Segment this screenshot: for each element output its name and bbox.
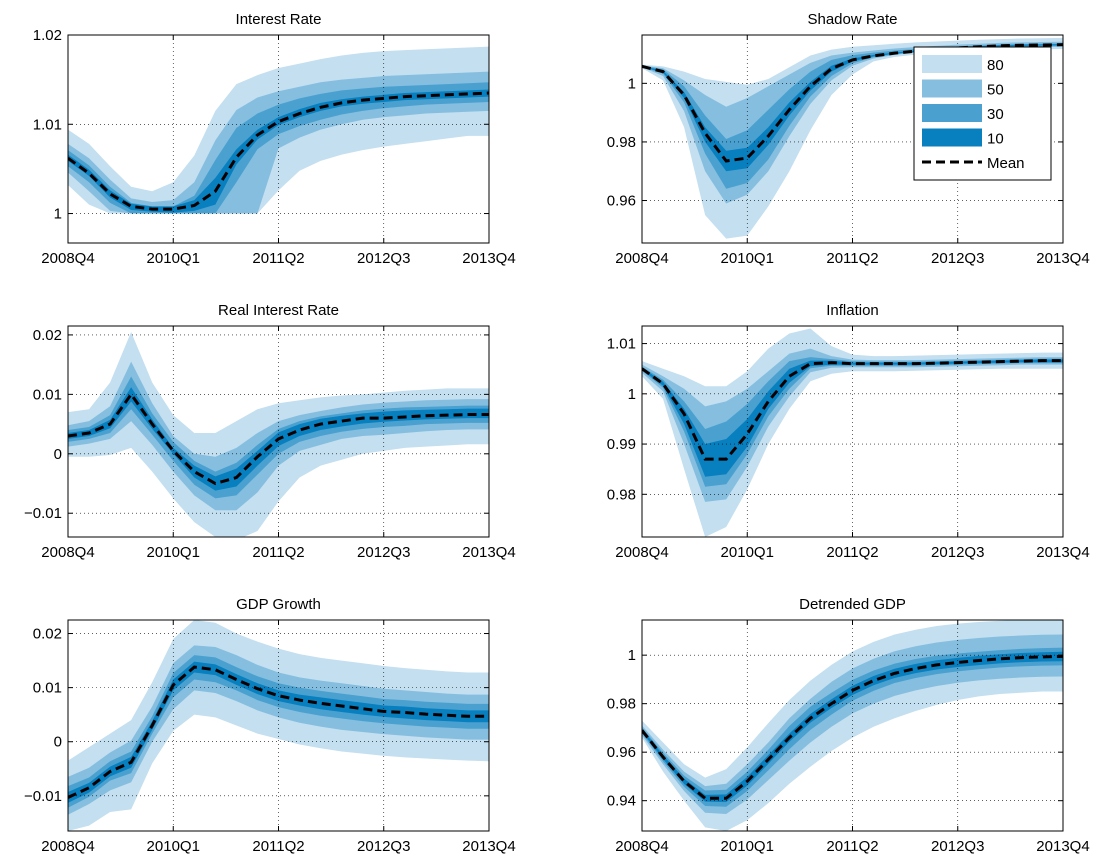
band-50 [642,634,1063,815]
chart-title: Interest Rate [236,11,322,28]
x-tick-label: 2012Q3 [357,250,410,267]
legend-label: 80 [987,57,1004,74]
chart-title: GDP Growth [236,596,321,613]
x-tick-label: 2013Q4 [1036,544,1089,561]
legend-swatch-10 [922,128,982,147]
x-tick-label: 2010Q1 [147,544,200,561]
y-tick-label: 0.99 [607,436,636,453]
y-tick-label: 1.02 [33,27,62,44]
x-tick-label: 2008Q4 [41,250,94,267]
grid [68,34,489,243]
mean-line [642,359,1063,461]
band-30 [642,357,1063,487]
x-tick-label: 2012Q3 [931,544,984,561]
y-tick-label: 0.98 [607,696,636,713]
legend-swatch-50 [922,79,982,98]
x-tick-label: 2012Q3 [357,544,410,561]
y-tick-label: 0.96 [607,744,636,761]
mean-line [68,665,489,799]
mean-line [642,43,1063,163]
x-tick-label: 2010Q1 [147,838,200,855]
mean-line [68,391,489,486]
y-tick-label: 0.98 [607,486,636,503]
x-tick-label: 2012Q3 [357,838,410,855]
panel-6: 2008Q4 2010Q1 2011Q2 2012Q3 2013Q4 0.94 0.96 0.… [607,596,1090,855]
y-tick-label: −0.01 [24,505,62,522]
y-tick-label: 1 [628,386,636,403]
y-tick-label: 0.01 [33,386,62,403]
legend-label: 10 [987,131,1004,148]
x-tick-label: 2010Q1 [147,250,200,267]
x-tick-label: 2012Q3 [931,838,984,855]
y-tick-label: 1.01 [607,336,636,353]
y-tick-label: 0.02 [33,626,62,643]
y-tick-label: 0 [54,446,62,463]
panel-2: 2008Q4 2010Q1 2011Q2 2012Q3 2013Q4 0.96 0.98 1 S… [607,11,1090,267]
x-tick-label: 2013Q4 [1036,838,1089,855]
y-tick-label: 0.94 [607,793,636,810]
y-tick-label: 0.02 [33,327,62,344]
y-tick-label: −0.01 [24,788,62,805]
chart-title: Shadow Rate [807,11,897,28]
x-tick-label: 2013Q4 [462,250,515,267]
x-tick-label: 2010Q1 [721,838,774,855]
legend-label: Mean [987,155,1025,172]
x-tick-label: 2008Q4 [615,544,668,561]
y-tick-label: 0.01 [33,680,62,697]
panel-4: 2008Q4 2010Q1 2011Q2 2012Q3 2013Q4 0.98 0.99 1 1… [607,302,1090,561]
band-50 [642,348,1063,502]
mean-line [642,654,1063,800]
legend-swatch-80 [922,55,982,73]
x-tick-label: 2008Q4 [41,838,94,855]
y-tick-label: 1 [628,647,636,664]
y-tick-label: 0.96 [607,193,636,210]
band-80 [642,328,1063,537]
panel-5: 2008Q4 2010Q1 2011Q2 2012Q3 2013Q4 −0.01 0 0.01… [24,596,516,855]
y-tick-label: 0.98 [607,134,636,151]
band-30 [68,655,489,808]
panel-1: 2008Q4 2010Q1 2011Q2 2012Q3 2013Q4 1 1.01 1.02 I… [33,11,516,267]
x-tick-label: 2008Q4 [615,838,668,855]
chart-title: Inflation [826,302,879,319]
legend-label: 50 [987,82,1004,99]
x-tick-label: 2013Q4 [462,544,515,561]
x-tick-label: 2011Q2 [826,544,878,561]
legend: 80 50 30 10 Mean [913,46,1052,181]
panel-3: 2008Q4 2010Q1 2011Q2 2012Q3 2013Q4 −0.01 0 0.01… [24,302,516,561]
x-tick-label: 2011Q2 [252,838,304,855]
x-tick-label: 2008Q4 [615,250,668,267]
y-tick-label: 1.01 [33,116,62,133]
x-tick-label: 2013Q4 [462,838,515,855]
legend-swatch-30 [922,104,982,122]
chart-title: Detrended GDP [799,596,906,613]
x-tick-label: 2011Q2 [826,250,878,267]
y-tick-label: 1 [54,206,62,223]
x-tick-label: 2013Q4 [1036,250,1089,267]
x-tick-label: 2008Q4 [41,544,94,561]
x-tick-label: 2012Q3 [931,250,984,267]
legend-label: 30 [987,106,1004,123]
x-tick-label: 2010Q1 [721,544,774,561]
chart-title: Real Interest Rate [218,302,339,319]
y-tick-label: 1 [628,75,636,92]
band-30 [642,647,1063,807]
x-tick-label: 2010Q1 [721,250,774,267]
mean-line [68,91,489,211]
x-tick-label: 2011Q2 [826,838,878,855]
x-tick-label: 2011Q2 [252,250,304,267]
x-tick-label: 2011Q2 [252,544,304,561]
y-tick-label: 0 [54,734,62,751]
